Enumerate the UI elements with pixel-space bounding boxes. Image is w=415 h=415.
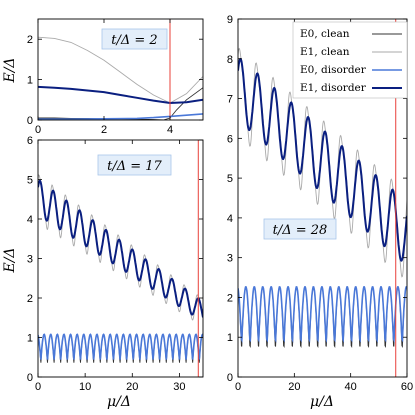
ylabel-bottom-left: E/Δ <box>2 247 18 273</box>
svg-text:t/Δ = 28: t/Δ = 28 <box>273 223 328 238</box>
series-e0-disorder <box>38 333 203 360</box>
x-tick-label: 20 <box>288 381 300 393</box>
x-tick-label: 4 <box>167 124 173 136</box>
svg-text:t/Δ = 2: t/Δ = 2 <box>111 33 157 48</box>
ylabel-top-left: E/Δ <box>2 57 18 83</box>
x-tick-label: 60 <box>401 381 413 393</box>
x-tick-label: 2 <box>101 124 107 136</box>
plot-area <box>238 47 407 348</box>
legend-label-e0-disorder: E0, disorder <box>300 64 367 76</box>
y-tick-label: 9 <box>227 14 233 26</box>
svg-text:t/Δ = 17: t/Δ = 17 <box>107 159 162 174</box>
legend: E0, clean E1, clean E0, disorder E1, dis… <box>292 21 408 99</box>
x-tick-label: 20 <box>126 381 138 393</box>
annotation-top-left: t/Δ = 2 <box>101 28 168 50</box>
plot-area <box>38 36 203 120</box>
series-e0-disorder <box>38 113 203 120</box>
x-tick-label: 10 <box>79 381 91 393</box>
x-tick-label: 0 <box>35 381 41 393</box>
panel-bottom-left: 0 10 20 30 0 1 2 3 4 5 6 <box>27 135 204 393</box>
legend-label-e0-clean: E0, clean <box>300 28 350 40</box>
y-tick-label: 1 <box>227 332 233 344</box>
legend-label-e1-clean: E1, clean <box>300 46 350 58</box>
y-tick-label: 1 <box>27 333 33 345</box>
y-tick-label: 7 <box>227 94 233 106</box>
y-tick-label: 0 <box>27 372 33 384</box>
annotation-right: t/Δ = 28 <box>263 218 337 240</box>
series-e1-clean <box>38 36 203 104</box>
y-tick-label: 0 <box>227 372 233 384</box>
y-tick-label: 2 <box>227 292 233 304</box>
y-tick-label: 8 <box>227 54 233 66</box>
series-e1-disorder <box>38 85 203 105</box>
series-e1-disorder <box>38 180 203 318</box>
y-tick-label: 6 <box>227 133 233 145</box>
y-tick-label: 0 <box>27 115 33 127</box>
y-tick-label: 2 <box>27 34 33 46</box>
plot-area <box>38 174 203 363</box>
x-tick-label: 0 <box>35 124 41 136</box>
x-tick-label: 0 <box>235 381 241 393</box>
y-tick-label: 4 <box>27 214 33 226</box>
series-e0-clean <box>238 286 407 348</box>
y-tick-label: 5 <box>27 175 33 187</box>
y-tick-label: 1 <box>27 75 33 87</box>
y-tick-label: 3 <box>227 253 233 265</box>
x-tick-label: 30 <box>173 381 185 393</box>
axes-frame <box>37 18 204 121</box>
series-e1-disorder <box>238 57 407 262</box>
y-tick-label: 2 <box>27 293 33 305</box>
y-tick-label: 6 <box>27 135 33 147</box>
axes-frame <box>237 18 408 378</box>
annotation-bottom-left: t/Δ = 17 <box>97 154 172 176</box>
y-tick-label: 4 <box>227 213 233 225</box>
legend-label-e1-disorder: E1, disorder <box>300 82 367 94</box>
y-tick-label: 5 <box>227 173 233 185</box>
panel-top-left: 0 2 4 0 1 2 <box>27 18 204 136</box>
xlabel-bottom-left: μ/Δ <box>107 394 131 410</box>
xlabel-right: μ/Δ <box>310 394 334 410</box>
y-tick-label: 3 <box>27 254 33 266</box>
x-tick-label: 40 <box>345 381 357 393</box>
series-e0-disorder <box>238 286 407 344</box>
